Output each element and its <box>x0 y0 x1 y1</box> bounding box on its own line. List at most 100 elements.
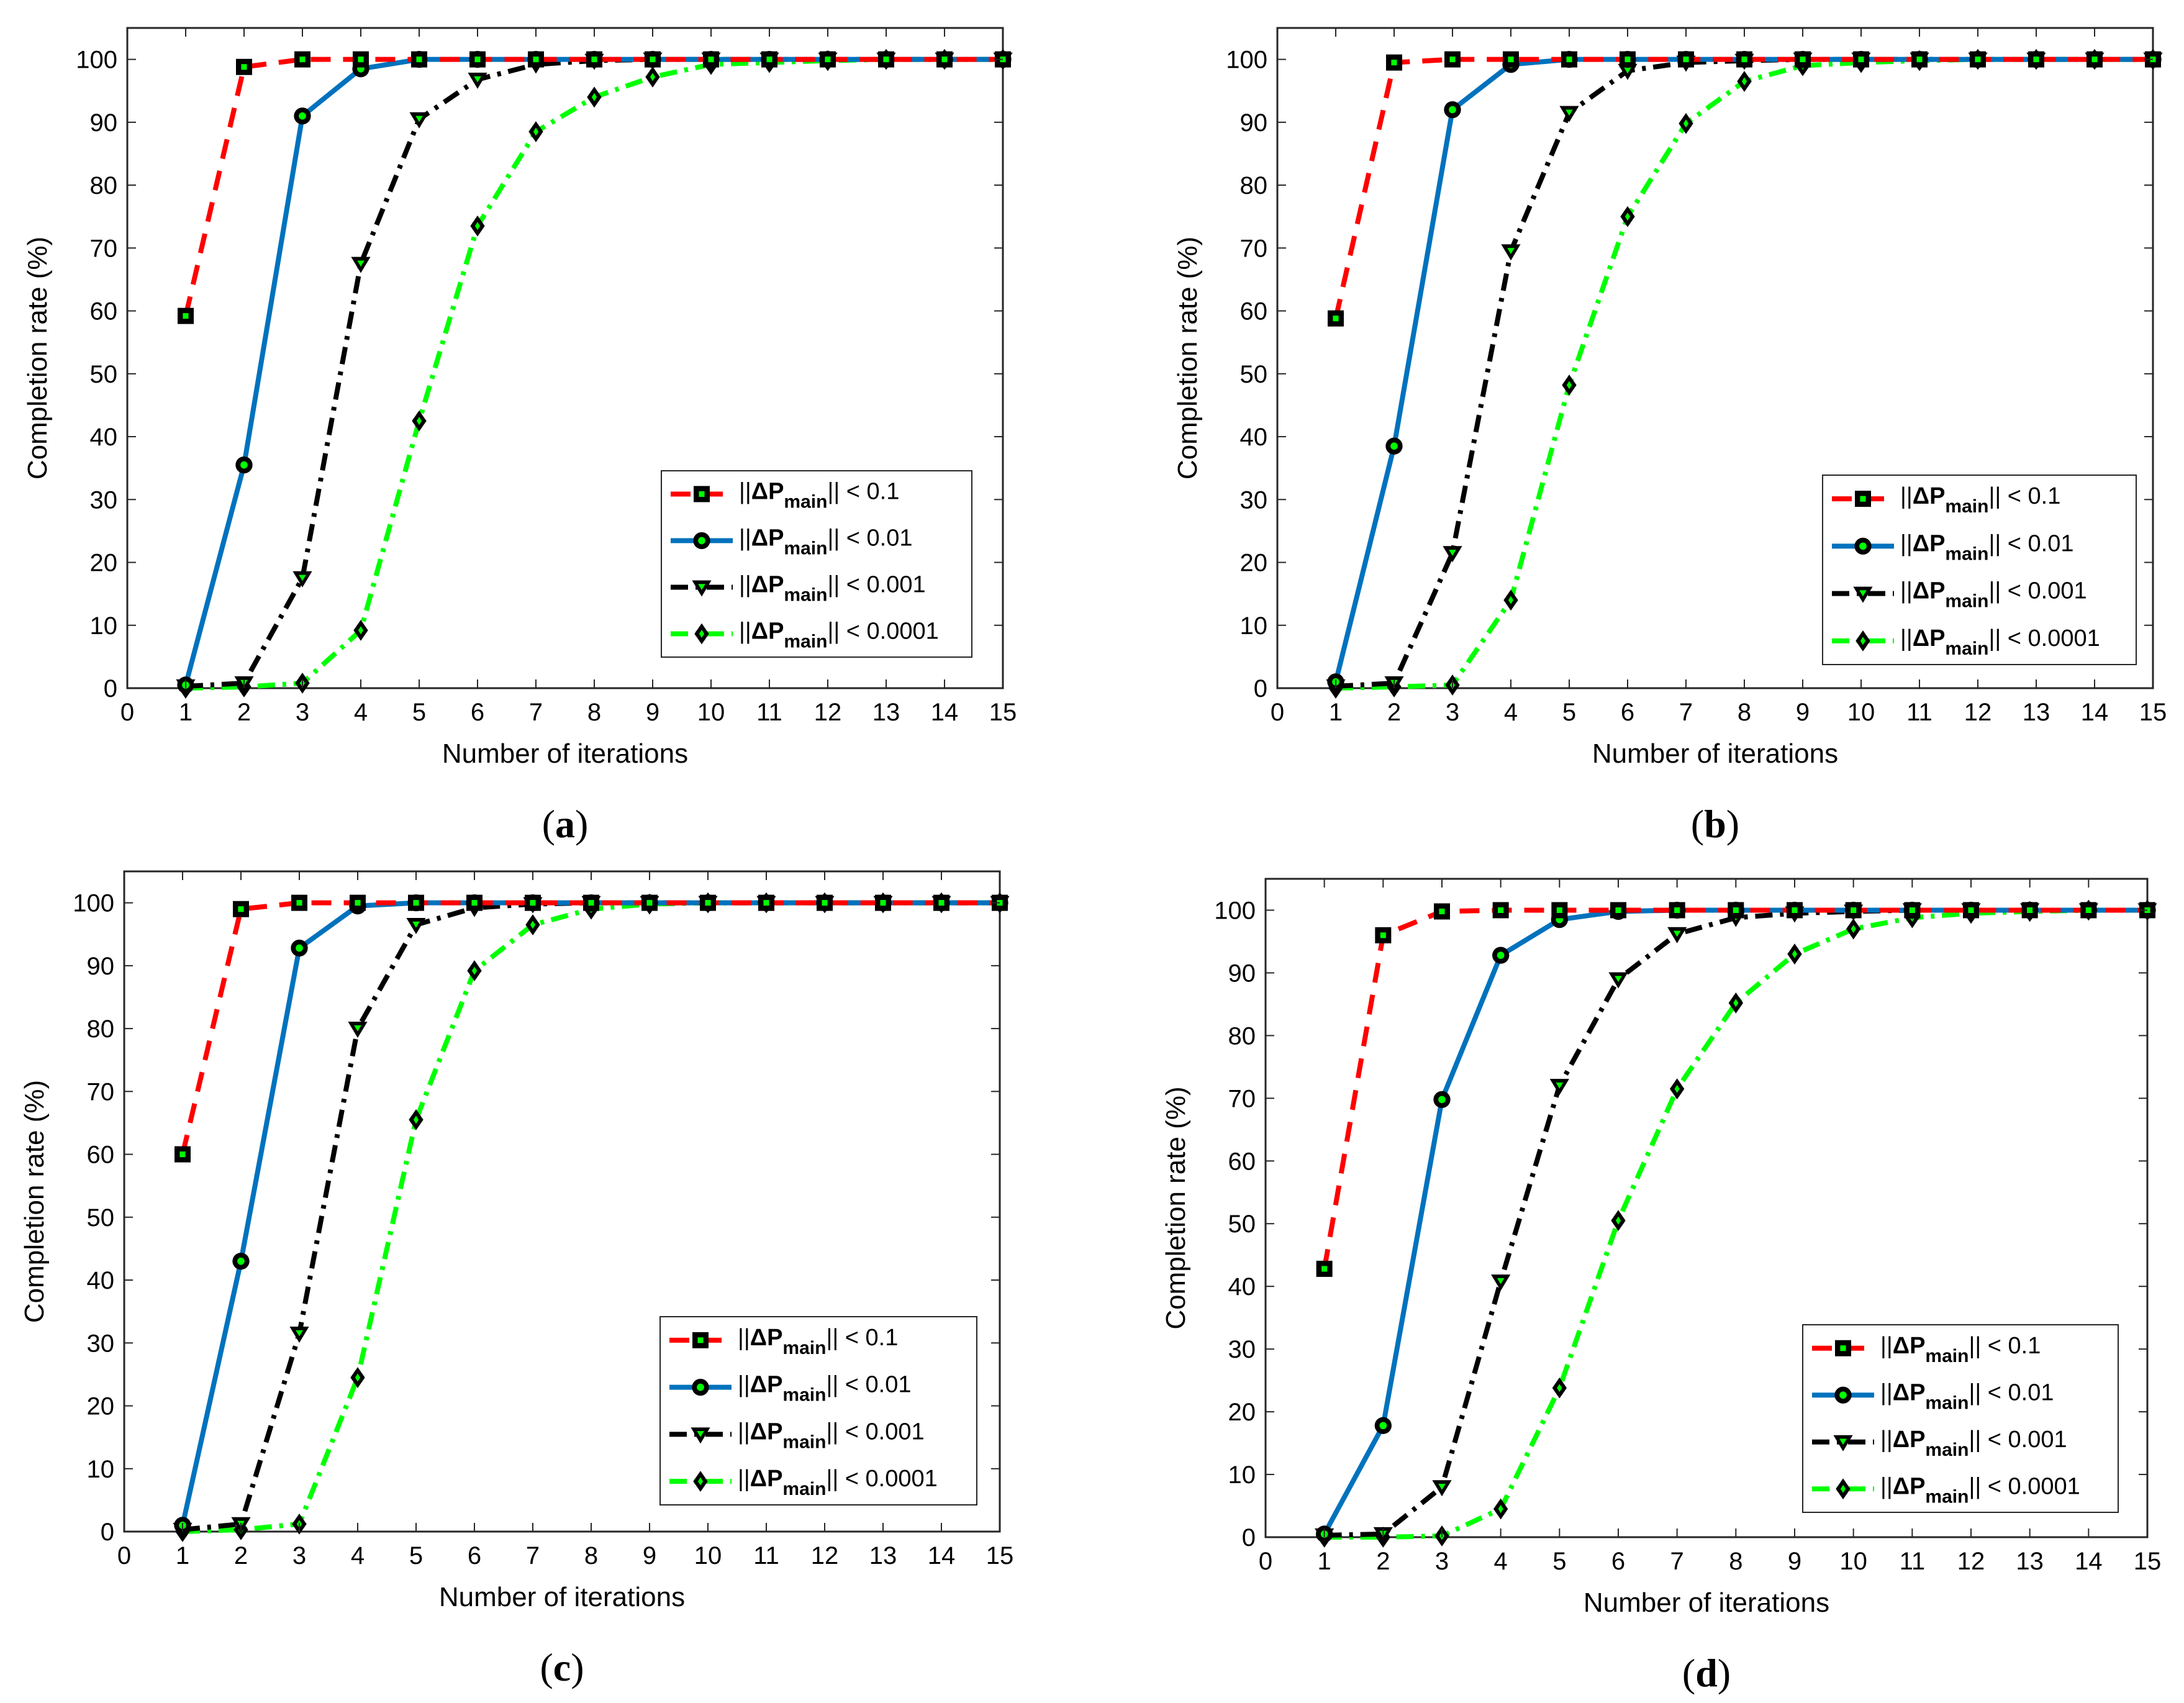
marker-fill <box>1498 907 1504 914</box>
marker-fill <box>697 1431 704 1437</box>
data-point <box>1443 546 1462 563</box>
legend-suffix: || < 0.001 <box>1988 578 2087 604</box>
legend-label: ||ΔPmain|| < 0.01 <box>738 1372 911 1406</box>
legend-label: ||ΔPmain|| < 0.1 <box>1900 483 2060 517</box>
data-point <box>1736 51 1752 68</box>
marker-fill <box>238 906 244 912</box>
marker-fill <box>1800 57 1806 63</box>
data-point <box>350 894 366 911</box>
marker-fill <box>296 900 302 906</box>
legend-suffix: || < 0.1 <box>1988 483 2060 509</box>
legend-label: ||ΔPmain|| < 0.01 <box>1880 1379 2054 1413</box>
marker-fill <box>698 584 705 591</box>
marker-fill <box>1333 316 1339 322</box>
legend-subscript: main <box>784 538 827 559</box>
marker-fill <box>1840 1345 1846 1351</box>
marker-fill <box>822 900 828 906</box>
panel-label-close: ) <box>575 802 588 846</box>
series-t1 <box>178 51 1011 324</box>
data-point <box>1904 902 1921 919</box>
x-axis-title: Number of iterations <box>1584 1587 1829 1618</box>
marker-fill <box>1507 248 1515 254</box>
legend-subscript: main <box>1945 591 1988 612</box>
marker-fill <box>1673 930 1681 937</box>
marker-fill <box>1624 57 1631 63</box>
x-tick-label: 11 <box>1906 699 1933 726</box>
legend-label: ||ΔPmain|| < 0.1 <box>739 479 899 512</box>
marker-fill <box>591 57 597 63</box>
marker-fill <box>1556 1082 1564 1089</box>
marker-fill <box>1566 109 1573 116</box>
legend-marker <box>692 1332 709 1348</box>
marker-fill <box>2027 907 2033 914</box>
marker-fill <box>763 900 769 906</box>
legend-marker <box>1834 1386 1852 1404</box>
data-point <box>1611 1210 1626 1232</box>
legend-prefix: || <box>739 479 751 505</box>
marker-fill <box>413 900 419 906</box>
legend-delta: ΔP <box>1913 483 1946 509</box>
legend-prefix: || <box>739 525 751 552</box>
data-point <box>703 51 719 68</box>
marker-fill <box>883 57 889 63</box>
y-tick-label: 80 <box>87 1015 115 1043</box>
x-tick-label: 0 <box>1271 699 1284 726</box>
marker-fill <box>1624 67 1631 74</box>
legend-entry-t1: ||ΔPmain|| < 0.1 <box>671 479 899 512</box>
marker-fill <box>1615 907 1621 914</box>
data-point <box>235 456 253 474</box>
axes-box <box>126 27 1004 689</box>
x-axis-title: Number of iterations <box>1592 738 1838 769</box>
y-tick-label: 100 <box>76 47 117 74</box>
x-tick-label: 4 <box>351 1542 365 1569</box>
legend-label: ||ΔPmain|| < 0.01 <box>739 525 912 559</box>
legend-prefix: || <box>738 1419 750 1445</box>
x-tick-labels: 0 1 2 3 4 5 6 7 8 9 10 11 12 13 14 15 <box>117 871 1013 1569</box>
marker-fill <box>530 920 536 929</box>
data-point <box>1551 902 1568 919</box>
marker-fill <box>1624 212 1631 221</box>
legend-label: ||ΔPmain|| < 0.001 <box>739 572 926 606</box>
legend-prefix: || <box>1880 1427 1893 1453</box>
data-point <box>1787 902 1803 919</box>
x-tick-label: 4 <box>1494 1548 1508 1575</box>
marker-fill <box>1858 57 1864 63</box>
legend-suffix: || < 0.001 <box>826 1419 924 1445</box>
legend-marker <box>694 486 710 502</box>
marker-fill <box>1674 907 1680 914</box>
data-point <box>1491 1274 1511 1291</box>
y-tick-label: 40 <box>90 424 118 451</box>
data-point <box>525 914 540 935</box>
data-point <box>1970 51 1986 68</box>
data-point <box>348 1022 368 1038</box>
data-point <box>1561 51 1577 68</box>
marker-fill <box>708 57 714 63</box>
data-point <box>1667 927 1687 943</box>
data-point <box>1669 902 1685 919</box>
marker-fill <box>237 1257 245 1265</box>
legend-marker <box>691 1427 710 1444</box>
data-point <box>1737 71 1752 92</box>
x-tick-label: 15 <box>2139 699 2167 726</box>
x-tick-label: 9 <box>643 1542 656 1569</box>
x-tick-label: 6 <box>468 1542 481 1569</box>
data-point <box>1846 918 1861 940</box>
y-tick-label: 80 <box>1228 1022 1256 1050</box>
legend-delta: ΔP <box>751 479 784 505</box>
data-point <box>645 51 661 68</box>
data-point <box>1610 902 1626 919</box>
x-tick-label: 3 <box>292 1542 306 1569</box>
legend-prefix: || <box>1900 578 1913 604</box>
marker-fill <box>530 900 536 906</box>
legend-entry-t1: ||ΔPmain|| < 0.1 <box>669 1325 898 1358</box>
legend-suffix: || < 0.001 <box>827 572 925 598</box>
data-point <box>1728 902 1744 919</box>
marker-fill <box>766 57 773 63</box>
data-point <box>412 410 427 432</box>
legend-entry-t1: ||ΔPmain|| < 0.1 <box>1812 1333 2041 1366</box>
data-point <box>291 894 307 911</box>
marker-fill <box>1859 542 1867 550</box>
legend-marker <box>694 623 709 645</box>
legend-entry-t001: ||ΔPmain|| < 0.001 <box>1812 1427 2067 1460</box>
y-tick-label: 100 <box>1214 897 1256 924</box>
